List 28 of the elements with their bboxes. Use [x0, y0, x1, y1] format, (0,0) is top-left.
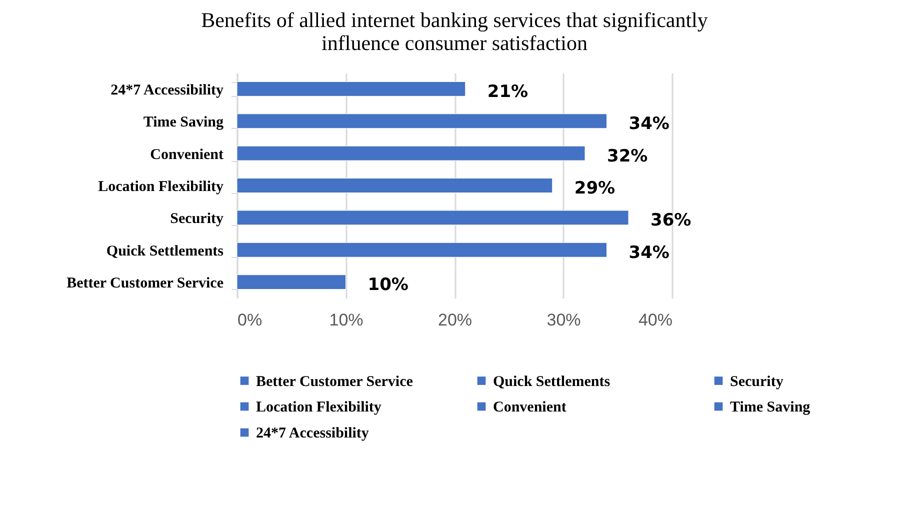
x-tick-label: 40% — [638, 310, 672, 330]
data-label: 10% — [368, 275, 408, 296]
x-tick-label: 0% — [238, 310, 262, 330]
text: Benefits of allied internet banking services that significantly — [201, 8, 708, 32]
data-label: 34% — [628, 242, 670, 263]
y-tick-label: Convenient — [150, 146, 224, 163]
y-tick-label: Quick Settlements — [106, 243, 224, 260]
y-tick-label: Better Customer Service — [66, 276, 224, 292]
y-tick-label: 24*7 Accessibility — [110, 82, 224, 98]
legend-label: Better Customer Service — [256, 374, 414, 390]
data-label: 29% — [574, 178, 616, 198]
y-tick-label: Time Saving — [143, 114, 224, 131]
legend-label: Security — [730, 374, 784, 390]
legend-label: Time Saving — [730, 400, 811, 416]
x-tick-label: 20% — [438, 310, 472, 330]
data-label: 36% — [650, 210, 692, 231]
legend-label: Location Flexibility — [256, 400, 382, 416]
legend-label: Quick Settlements — [493, 374, 610, 390]
x-tick-label: 10% — [329, 310, 364, 330]
y-tick-label: Security — [170, 211, 224, 228]
x-tick-label: 30% — [546, 310, 581, 330]
legend-label: 24*7 Accessibility — [256, 426, 370, 442]
legend-label: Convenient — [493, 400, 566, 416]
data-label: 32% — [607, 146, 648, 166]
text: influence consumer satisfaction — [322, 31, 588, 55]
y-tick-label: Location Flexibility — [98, 179, 224, 195]
data-label: 21% — [487, 82, 528, 102]
data-label: 34% — [628, 114, 670, 134]
